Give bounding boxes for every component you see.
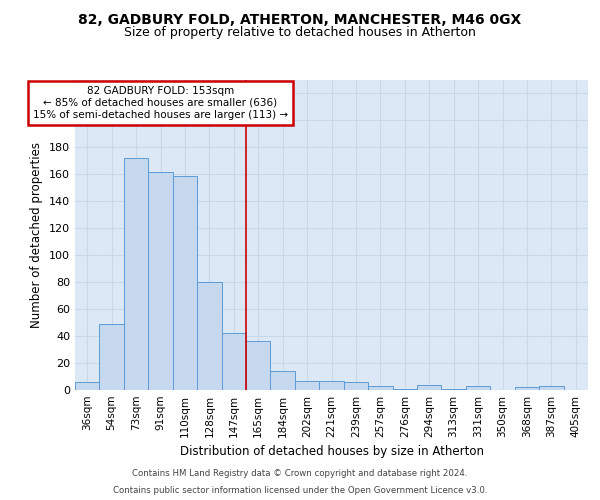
- Text: 82 GADBURY FOLD: 153sqm
← 85% of detached houses are smaller (636)
15% of semi-d: 82 GADBURY FOLD: 153sqm ← 85% of detache…: [33, 86, 288, 120]
- Bar: [100, 324, 124, 390]
- Bar: [368, 386, 392, 390]
- Bar: [539, 386, 563, 390]
- Bar: [197, 282, 221, 390]
- Bar: [246, 342, 271, 390]
- Bar: [344, 382, 368, 390]
- Bar: [148, 172, 173, 390]
- Y-axis label: Number of detached properties: Number of detached properties: [31, 142, 43, 328]
- Bar: [442, 388, 466, 390]
- Bar: [75, 382, 100, 390]
- Bar: [319, 380, 344, 390]
- Text: Contains HM Land Registry data © Crown copyright and database right 2024.: Contains HM Land Registry data © Crown c…: [132, 468, 468, 477]
- Bar: [271, 371, 295, 390]
- Bar: [124, 158, 148, 390]
- Bar: [417, 384, 442, 390]
- Bar: [392, 388, 417, 390]
- Bar: [173, 176, 197, 390]
- Text: 82, GADBURY FOLD, ATHERTON, MANCHESTER, M46 0GX: 82, GADBURY FOLD, ATHERTON, MANCHESTER, …: [79, 12, 521, 26]
- X-axis label: Distribution of detached houses by size in Atherton: Distribution of detached houses by size …: [179, 446, 484, 458]
- Text: Size of property relative to detached houses in Atherton: Size of property relative to detached ho…: [124, 26, 476, 39]
- Bar: [466, 386, 490, 390]
- Bar: [221, 334, 246, 390]
- Text: Contains public sector information licensed under the Open Government Licence v3: Contains public sector information licen…: [113, 486, 487, 495]
- Bar: [515, 388, 539, 390]
- Bar: [295, 380, 319, 390]
